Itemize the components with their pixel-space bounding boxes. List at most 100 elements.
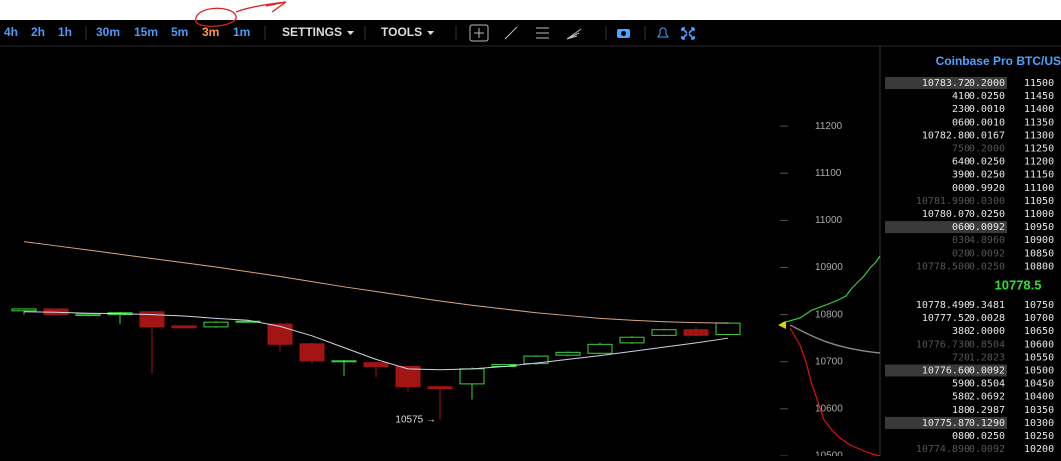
candle-body bbox=[75, 313, 101, 317]
candle-body bbox=[299, 343, 325, 362]
price-level: 11100 bbox=[1024, 183, 1054, 194]
order-price: 10776.730 bbox=[916, 339, 970, 350]
order-price: 720 bbox=[952, 352, 970, 363]
size-highlight bbox=[972, 77, 1007, 89]
last-price-marker bbox=[778, 321, 786, 329]
candle-body bbox=[683, 329, 709, 336]
price-level: 11300 bbox=[1024, 130, 1054, 141]
order-price: 10780.07 bbox=[922, 209, 970, 220]
order-price: 390 bbox=[952, 170, 970, 181]
price-level: 11000 bbox=[1024, 209, 1054, 220]
price-level: 10800 bbox=[1024, 261, 1054, 272]
candle-body bbox=[459, 368, 485, 385]
order-price: 000 bbox=[952, 183, 970, 194]
order-price: 230 bbox=[952, 104, 970, 115]
candle-body bbox=[139, 311, 165, 328]
order-price: 410 bbox=[952, 91, 970, 102]
price-level: 11450 bbox=[1024, 91, 1054, 102]
price-highlight bbox=[885, 77, 972, 89]
order-size: 0.2987 bbox=[969, 405, 1005, 416]
order-price: 10775.87 bbox=[922, 418, 970, 429]
depth-average bbox=[789, 324, 881, 354]
price-level: 10350 bbox=[1024, 405, 1054, 416]
draw-tools bbox=[469, 24, 582, 42]
order-price: 10781.990 bbox=[916, 196, 970, 207]
ma-fast-line bbox=[23, 311, 729, 371]
price-level: 10850 bbox=[1024, 248, 1054, 259]
candle-body bbox=[267, 323, 293, 345]
menu-button[interactable]: SETTINGS bbox=[282, 25, 342, 39]
y-tick-label: 10700 bbox=[815, 356, 843, 367]
order-size: 2.0000 bbox=[969, 326, 1005, 337]
candle-body bbox=[203, 321, 229, 328]
interval-button[interactable]: 2h bbox=[31, 25, 45, 39]
interval-button[interactable]: 1h bbox=[58, 25, 72, 39]
order-size: 0.0167 bbox=[969, 130, 1005, 141]
interval-button[interactable]: 15m bbox=[134, 25, 158, 39]
price-level: 11150 bbox=[1024, 170, 1054, 181]
order-size: 0.0250 bbox=[969, 261, 1005, 272]
menu-button[interactable]: TOOLS bbox=[381, 25, 422, 39]
interval-button[interactable]: 1m bbox=[233, 25, 250, 39]
line-tool[interactable] bbox=[504, 26, 518, 40]
y-tick-label: 11100 bbox=[815, 168, 842, 179]
order-price: 060 bbox=[952, 222, 970, 233]
hline-tool[interactable] bbox=[536, 27, 549, 39]
price-level: 10300 bbox=[1024, 418, 1054, 429]
crosshair-tool[interactable] bbox=[469, 24, 489, 42]
price-level: 10750 bbox=[1024, 300, 1054, 311]
size-highlight bbox=[972, 221, 1007, 234]
price-level: 11350 bbox=[1024, 117, 1054, 128]
ma-slow-line bbox=[23, 241, 729, 324]
y-tick-label: 10600 bbox=[815, 404, 843, 415]
price-level: 10500 bbox=[1024, 366, 1054, 377]
price-level: 10200 bbox=[1024, 444, 1054, 455]
candle-body bbox=[363, 362, 389, 367]
y-tick-label: 10800 bbox=[815, 309, 843, 320]
candle-body bbox=[11, 308, 37, 312]
dropdown-caret bbox=[427, 31, 435, 35]
candle-body bbox=[555, 351, 581, 356]
interval-button[interactable]: 4h bbox=[4, 25, 18, 39]
action-icons bbox=[617, 27, 695, 40]
hand-drawn-circle bbox=[195, 1, 287, 27]
price-level: 10450 bbox=[1024, 379, 1054, 390]
order-size: 0.0092 bbox=[969, 366, 1005, 377]
order-price: 590 bbox=[952, 379, 970, 390]
order-price: 080 bbox=[952, 431, 970, 442]
price-level: 10950 bbox=[1024, 222, 1054, 233]
fib-tool[interactable] bbox=[566, 28, 582, 40]
interval-button[interactable]: 3m bbox=[202, 25, 219, 39]
alert-button[interactable] bbox=[657, 27, 669, 38]
order-price: 10776.60 bbox=[922, 366, 970, 377]
interval-button[interactable]: 30m bbox=[96, 25, 120, 39]
fullscreen-button[interactable] bbox=[681, 27, 695, 40]
order-price: 640 bbox=[952, 157, 970, 168]
price-highlight bbox=[885, 364, 972, 377]
candle-body bbox=[651, 329, 677, 336]
interval-button[interactable]: 5m bbox=[171, 25, 188, 39]
candle-body bbox=[587, 343, 613, 354]
size-highlight bbox=[972, 364, 1007, 377]
y-tick-label: 10900 bbox=[815, 262, 843, 273]
order-size: 0.8504 bbox=[969, 379, 1005, 390]
order-price: 180 bbox=[952, 405, 970, 416]
y-tick-label: 11000 bbox=[815, 215, 843, 226]
y-tick-label: 11200 bbox=[815, 121, 843, 132]
order-size: 0.0010 bbox=[969, 117, 1005, 128]
order-price: 020 bbox=[952, 248, 970, 259]
candle-body bbox=[235, 320, 261, 323]
order-size: 0.0250 bbox=[969, 170, 1005, 181]
bid-depth-curve bbox=[781, 255, 881, 324]
price-highlight bbox=[885, 221, 972, 234]
candle-body bbox=[427, 386, 453, 390]
order-size: 0.0092 bbox=[969, 248, 1005, 259]
candle-body bbox=[171, 325, 197, 329]
order-price: 750 bbox=[952, 144, 970, 155]
price-level: 10250 bbox=[1024, 431, 1054, 442]
order-price: 030 bbox=[952, 235, 970, 246]
order-size: 0.0250 bbox=[969, 209, 1005, 220]
toolbar bbox=[0, 20, 1061, 46]
price-level: 10550 bbox=[1024, 352, 1054, 363]
candle-body bbox=[715, 322, 741, 335]
